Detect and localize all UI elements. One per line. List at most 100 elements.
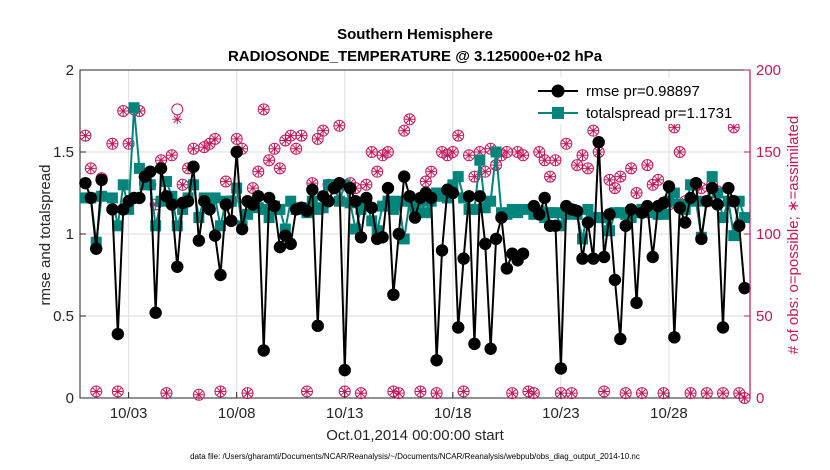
obs-assimilated-point [193, 389, 204, 400]
obs-assimilated-point [642, 160, 653, 171]
totalspread-point [171, 220, 183, 232]
obs-assimilated-point [307, 178, 318, 189]
totalspread-point [485, 195, 497, 207]
totalspread-point [285, 195, 297, 207]
totalspread-point [490, 146, 502, 158]
rmse-point [397, 170, 411, 183]
rmse-point [489, 232, 503, 246]
totalspread-point [420, 207, 432, 219]
obs-assimilated-point [577, 150, 588, 161]
obs-possible-point [360, 178, 373, 191]
y-tick-label: 1 [66, 226, 74, 243]
rmse-point [738, 281, 751, 295]
obs-possible-point [79, 129, 92, 142]
obs-assimilated-point [312, 133, 323, 144]
rmse-point [538, 191, 551, 205]
obs-assimilated-point [566, 388, 577, 399]
rmse-point [446, 186, 460, 200]
obs-possible-point [333, 119, 346, 132]
rmse-point [300, 204, 314, 218]
obs-assimilated-point [366, 147, 377, 157]
obs-assimilated-point [501, 147, 512, 157]
totalspread-point [668, 187, 680, 199]
rmse-point [235, 222, 249, 236]
obs-possible-point [403, 113, 416, 126]
obs-assimilated-point [172, 114, 183, 125]
obs-possible-point [241, 387, 254, 400]
obs-possible-point [614, 170, 627, 183]
rmse-point [641, 199, 654, 213]
obs-assimilated-point [280, 135, 291, 146]
obs-assimilated-point [469, 171, 480, 182]
y-right-tick-label: 200 [756, 62, 781, 79]
rmse-point [587, 252, 600, 265]
obs-assimilated-point [609, 183, 620, 194]
series-layer [79, 80, 751, 404]
obs-possible-point [381, 146, 394, 158]
rmse-point [225, 214, 238, 228]
totalspread-point [214, 220, 226, 232]
obs-possible-point [625, 162, 638, 175]
totalspread-point [474, 154, 486, 166]
rmse-point [268, 199, 281, 213]
rmse-point [181, 195, 195, 208]
obs-possible-point [122, 137, 135, 150]
totalspread-point [468, 203, 480, 215]
rmse-point [425, 191, 438, 205]
rmse-point [468, 337, 481, 351]
obs-assimilated-point [588, 125, 599, 136]
y-right-tick-label: 100 [756, 226, 781, 243]
rmse-point [705, 181, 719, 195]
obs-possible-point [603, 173, 616, 186]
obs-assimilated-point [615, 171, 626, 182]
obs-assimilated-point [377, 150, 388, 161]
obs-possible-point [446, 146, 459, 158]
obs-possible-point [587, 124, 600, 137]
obs-assimilated-point [534, 147, 545, 157]
obs-possible-point [549, 154, 562, 167]
obs-assimilated-point [415, 386, 426, 397]
obs-assimilated-point [285, 130, 296, 141]
obs-assimilated-point [382, 147, 393, 157]
obs-possible-point [700, 387, 713, 400]
y-right-tick-label: 50 [756, 308, 773, 325]
obs-assimilated-point [582, 163, 593, 174]
obs-possible-point [106, 137, 119, 150]
obs-possible-point [214, 385, 227, 398]
obs-assimilated-point [561, 138, 572, 149]
obs-possible-point [641, 159, 654, 172]
rmse-point [684, 191, 697, 205]
obs-assimilated-point [399, 125, 410, 136]
obs-possible-point [619, 387, 632, 400]
obs-assimilated-point [242, 388, 253, 399]
rmse-point [516, 247, 530, 260]
obs-possible-point [652, 173, 665, 186]
rmse-point [149, 306, 162, 319]
rmse-point [365, 201, 378, 214]
obs-assimilated-point [253, 166, 264, 177]
obs-assimilated-point [539, 155, 550, 166]
obs-possible-point [398, 124, 411, 137]
y-right-tick-label: 150 [756, 144, 781, 161]
totalspread-point [112, 220, 124, 232]
obs-assimilated-point [464, 150, 475, 161]
obs-possible-point [273, 162, 286, 175]
totalspread-point [604, 225, 616, 237]
obs-possible-point [160, 387, 173, 400]
obs-assimilated-point [355, 388, 366, 399]
totalspread-point [393, 195, 405, 207]
obs-possible-point [430, 387, 443, 400]
totalspread-point [452, 171, 464, 183]
rmse-point [603, 208, 616, 221]
rmse-point [203, 203, 216, 216]
obs-possible-point [479, 165, 492, 178]
rmse-point [360, 191, 373, 205]
obs-possible-point [635, 387, 648, 400]
obs-assimilated-point [599, 386, 610, 397]
y-tick-label: 1.5 [53, 144, 74, 161]
obs-assimilated-point [161, 388, 172, 399]
rmse-point [614, 332, 627, 346]
totalspread-point [350, 223, 362, 235]
obs-possible-point [468, 170, 481, 183]
